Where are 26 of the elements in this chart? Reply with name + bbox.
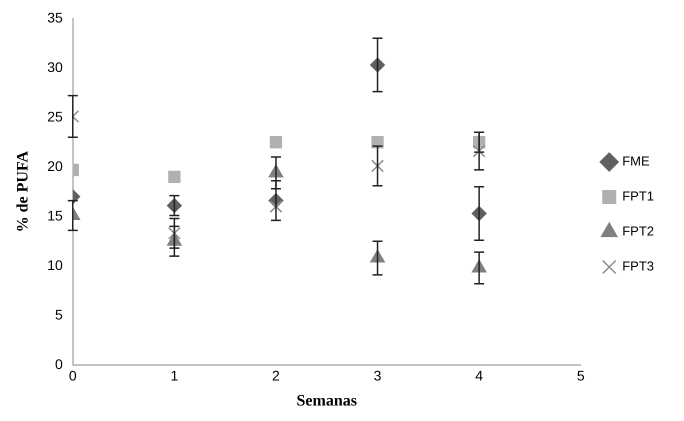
y-tick-label: 20 [47, 158, 63, 174]
x-tick-label: 2 [272, 367, 280, 384]
x-axis-title: Semanas [296, 392, 357, 410]
x-tick-label: 4 [475, 367, 484, 384]
y-tick-label: 15 [47, 207, 63, 224]
y-tick-label: 5 [54, 306, 63, 322]
point [168, 226, 181, 240]
y-tick-label: 10 [47, 256, 63, 273]
legend-label: FPT2 [622, 224, 654, 239]
point [270, 136, 282, 148]
x-tick-label: 5 [576, 367, 585, 384]
y-tick-label: 0 [54, 356, 63, 372]
legend-label: FPT1 [622, 188, 654, 204]
y-tick-label: 25 [47, 108, 63, 124]
x-tick-label: 3 [374, 367, 382, 384]
point [371, 160, 384, 172]
y-tick-label: 30 [47, 58, 63, 75]
legend-label: FPT3 [622, 258, 654, 274]
y-tick-label: 35 [47, 9, 63, 26]
point [168, 170, 181, 184]
y-axis-title: % de PUFA [14, 150, 32, 232]
x-tick-label: 0 [68, 367, 77, 384]
x-tick-label: 1 [170, 367, 178, 384]
legend-label: FME [622, 154, 650, 169]
point [270, 200, 282, 213]
point [472, 144, 486, 158]
